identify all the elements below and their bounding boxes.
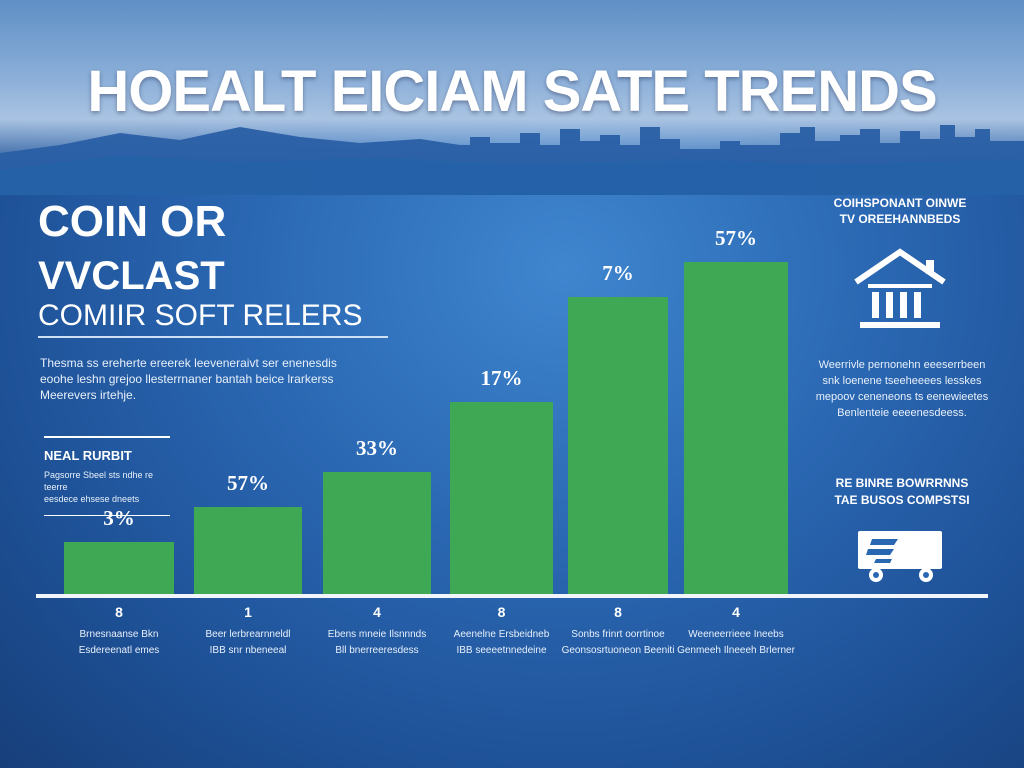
bar-data-label: 57% [715,226,757,251]
bar-4 [450,402,553,594]
left-description: Thesma ss ereherte ereerek leeveneraivt … [40,355,400,403]
x-category-description-line: IBB seeeetnnedeine [456,645,547,656]
x-tick-label: 8 [614,604,622,620]
x-category-description-line: Aeenelne Ersbeidneb [453,629,550,640]
bar-data-label: 33% [356,435,398,460]
right-description-line: mepoov ceneneons ts eenewieetes [815,391,989,403]
x-category-description: Weeneerrieee Ineebs Genmeeh Ilneeeh Brler… [670,627,802,659]
sub-box-top-rule [44,436,170,438]
x-tick-label: 1 [244,604,252,620]
x-category-description: Beer lerbrearnneldl IBB snr nbeneeal [182,627,314,659]
x-tick-label: 4 [732,604,740,620]
bar-data-label: 17% [480,366,523,390]
right-subtitle-line: TAE BUSOS COMPSTSI [834,493,970,507]
left-description-line: eoohe leshn grejoo llesterrnaner bantah … [40,372,334,386]
x-tick-label: 4 [373,604,381,620]
left-heading-2: VVCLAST [38,254,225,298]
left-heading-block: COIN OR VVCLAST COMIIR SOFT RELERS [38,200,398,338]
x-category-description-line: Brnesnaanse Bkn [79,629,159,640]
left-sub-box: NEAL RURBIT Pagsorre Sbeel sts ndhe re t… [44,436,170,516]
x-category-description-line: Sonbs frinrt oorrtinoe [571,629,665,640]
x-category-description: Brnesnaanse Bkn Esdereenatl emes [53,627,185,659]
right-description-line: snk loenene tseeheeees lesskes [822,375,982,387]
x-category-description: Sonbs frinrt oorrtinoe Geonsosrtuoneon Be… [552,627,684,659]
x-category-description-line: Weeneerrieee Ineebs [688,629,784,640]
bar-1 [64,541,174,594]
sub-box-bottom-rule [44,515,170,516]
sub-box-title: NEAL RURBIT [44,448,132,463]
city-skyline [0,125,1024,195]
bar-data-label: 57% [227,470,269,495]
sub-box-description-line: Pagsorre Sbeel sts ndhe re teerre [44,470,154,492]
left-heading-rule [38,336,388,338]
sub-box-description-line: eesdece ehsese dneets [44,494,140,504]
right-panel-title-line: TV OREEHANNBEDS [839,212,961,226]
right-panel-title-line: COIHSPONANT OINWE [833,196,967,210]
bar-data-label: 7% [602,261,634,286]
bank-icon [854,248,946,328]
x-category-description-line: Geonsosrtuoneon Beeniti [561,645,675,656]
right-panel-title: COIHSPONANT OINWE TV OREEHANNBEDS [810,195,990,227]
x-category-description-line: Beer lerbrearnneldl [205,629,291,640]
x-category-description-line: Bll bnerreeresdess [335,645,419,656]
left-heading-1: COIN OR [38,197,227,246]
x-category-description-line: IBB snr nbeneeal [209,645,287,656]
x-category-description-line: Genmeeh Ilneeeh Brlerner [677,645,795,656]
chart-baseline [36,594,988,598]
bar-3 [323,471,431,594]
x-tick-label: 8 [497,604,506,620]
right-panel-subtitle: RE BINRE BOWRRNNS TAE BUSOS COMPSTSI [812,475,992,509]
page-title: HOEALT EICIAM SATE TRENDS [87,59,937,124]
right-description-line: Weerrivle pernonehn eeeserrbeen [818,359,986,371]
right-panel-description: Weerrivle pernonehn eeeserrbeen snk loen… [812,357,992,421]
x-category-description: Aeenelne Ersbeidneb IBB seeeetnnedeine [436,627,568,659]
x-category-description: Ebens mneie Ilsnnnds Bll bnerreeresdess [311,627,443,659]
bar-5 [568,297,668,594]
bar-data-label: 3% [103,505,135,530]
bar-6 [684,262,788,594]
truck-icon [858,531,942,582]
right-description-line: Benlenteie eeeenesdeess. [837,407,967,419]
bar-2 [194,506,302,594]
x-tick-label: 8 [115,604,123,620]
right-subtitle-line: RE BINRE BOWRRNNS [835,476,969,490]
left-description-line: Thesma ss ereherte ereerek leeveneraivt … [40,356,337,370]
left-description-line: Meerevers irtehje. [40,388,137,402]
x-category-description-line: Esdereenatl emes [78,645,160,656]
left-heading-3: COMIIR SOFT RELERS [38,299,363,332]
sub-box-description: Pagsorre Sbeel sts ndhe re teerre eesdec… [44,469,170,505]
x-category-description-line: Ebens mneie Ilsnnnds [327,629,427,640]
